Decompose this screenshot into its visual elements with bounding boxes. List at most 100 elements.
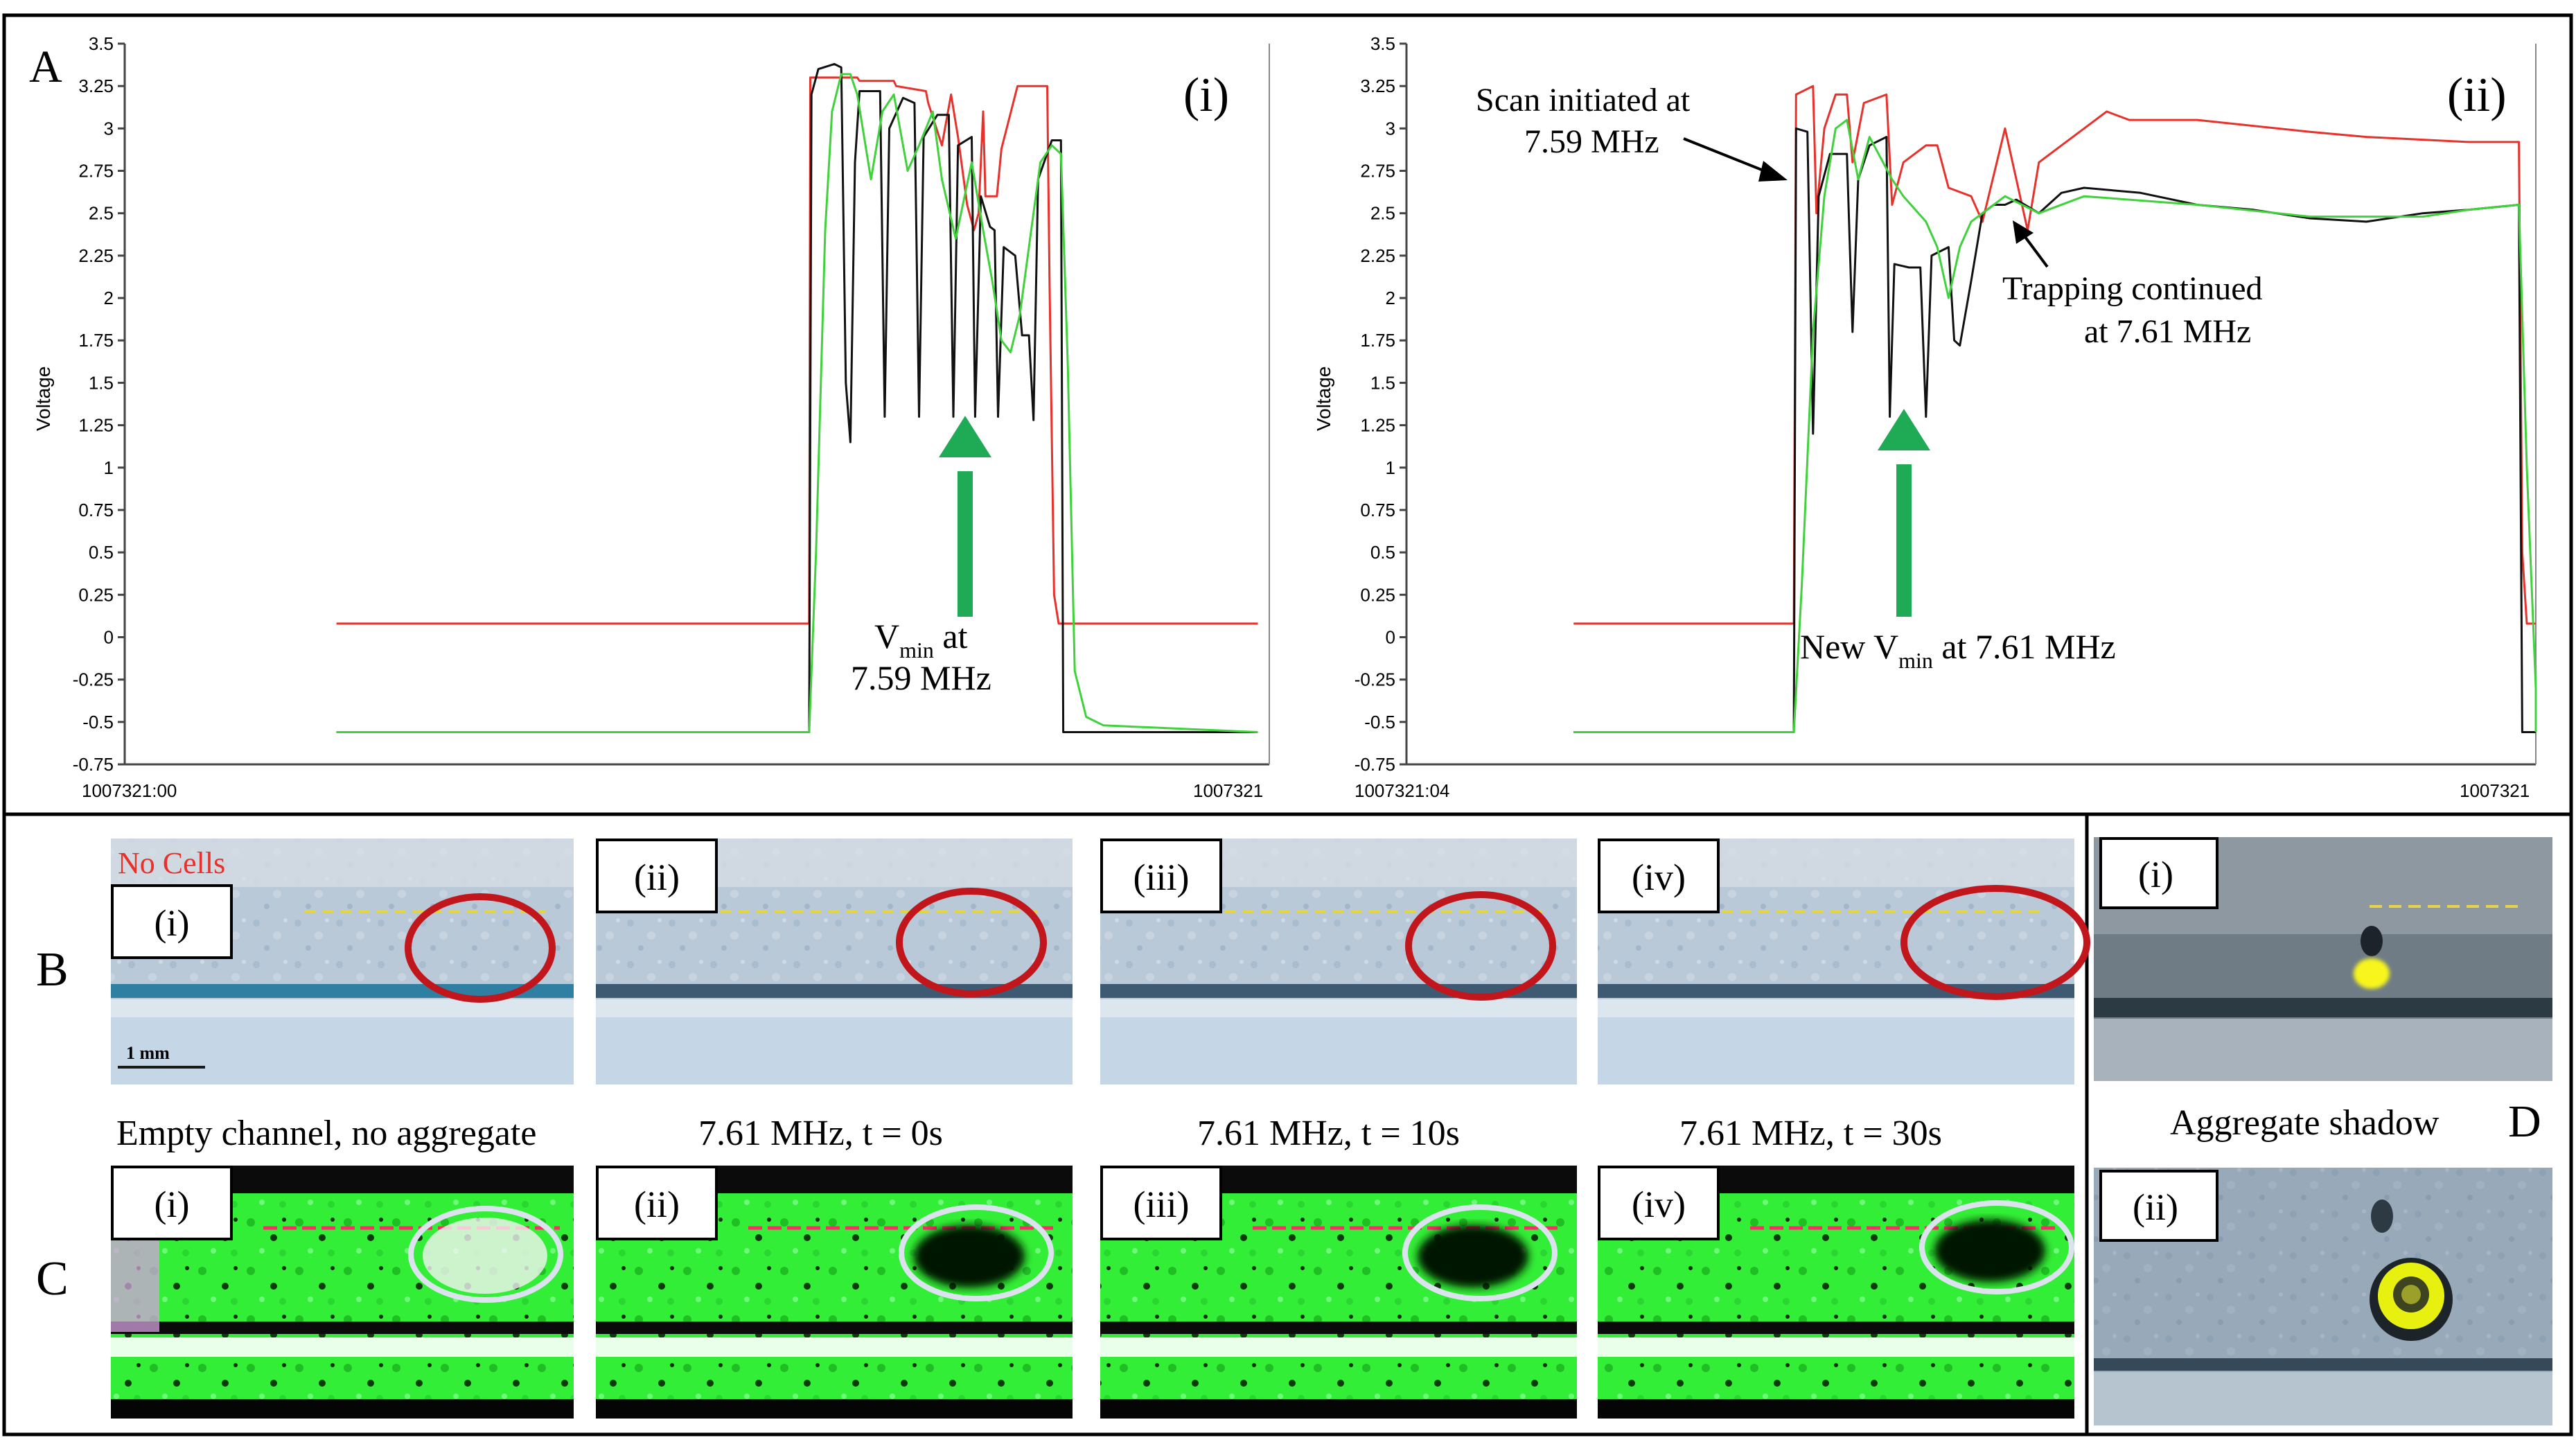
series-lines-i <box>336 62 1258 733</box>
series-line-green <box>1573 118 2537 733</box>
tag-c-i: (i) <box>155 1184 190 1225</box>
y-tick-label: 3 <box>104 118 114 139</box>
trap-circle-red <box>896 888 1047 997</box>
panel-a: A Voltage 3.5 3.25 3 2.75 2.5 2.25 2 1.75 1.5 1.2… <box>29 33 2537 801</box>
y-tick-label: 0.5 <box>89 542 114 563</box>
row-c-images: (i) (ii) (iii) (iv) <box>111 1166 2074 1419</box>
trap-note-line1: Trapping continued <box>2002 270 2263 307</box>
plot-a-i: Voltage 3.5 3.25 3 2.75 2.5 2.25 2 1.75 1.5 1.25 1… <box>33 33 1270 801</box>
series-line-red <box>336 76 1258 625</box>
y-tick-label: 0 <box>104 626 114 647</box>
y-tick-label: 2 <box>1386 288 1395 308</box>
image-c-iv: (iv) <box>1598 1166 2074 1419</box>
x-tick-start-i: 1007321:00 <box>82 780 177 801</box>
trap-circle-white <box>1402 1204 1558 1301</box>
y-tick-label: 2 <box>104 288 114 308</box>
y-tick-label: -0.5 <box>1364 712 1395 732</box>
tag-b-iv: (iv) <box>1632 857 1686 898</box>
no-cells-label: No Cells <box>118 846 225 880</box>
x-tick-end-i: 1007321 <box>1193 780 1263 801</box>
y-tick-label: 1 <box>104 457 114 478</box>
y-tick-label: 2.75 <box>1360 161 1395 182</box>
trap-circle-white <box>1919 1200 2074 1294</box>
trap-circle-white <box>899 1204 1054 1301</box>
panel-b: B (i) No Cells 1 mm (ii) (iii) (iv) Empty cha… <box>36 838 2090 1153</box>
image-b-ii: (ii) <box>596 838 1073 1085</box>
y-tick-label: 1.75 <box>1360 330 1395 351</box>
y-ticks-i: 3.5 3.25 3 2.75 2.5 2.25 2 1.75 1.5 1.25 1 0.75 0.5 0… <box>73 33 125 775</box>
series-line-green <box>336 73 1258 733</box>
y-tick-label: -0.25 <box>1355 669 1395 690</box>
y-tick-label: 0.75 <box>1360 500 1395 520</box>
figure-frame <box>2 13 2573 1437</box>
y-tick-label: 0.5 <box>1370 542 1395 563</box>
tag-box-c <box>111 1166 233 1240</box>
caption-b-ii: 7.61 MHz, t = 0s <box>698 1114 943 1153</box>
vmin-note-i-line2: 7.59 MHz <box>851 658 991 697</box>
series-line-red <box>1573 85 2536 625</box>
y-tick-label: 2.5 <box>89 203 114 224</box>
panel-c: C (i) (ii) (iii) (iv) <box>36 1166 2074 1419</box>
series-line-black <box>336 62 1258 733</box>
y-axis-label-ii: Voltage <box>1313 367 1334 431</box>
caption-b-i: Empty channel, no aggregate <box>116 1114 536 1153</box>
y-tick-label: -0.25 <box>73 669 114 690</box>
image-b-i: (i) No Cells 1 mm <box>111 838 574 1085</box>
y-tick-label: 0.25 <box>78 584 114 605</box>
caption-b-iii: 7.61 MHz, t = 10s <box>1197 1114 1460 1153</box>
trap-circle-white <box>408 1206 563 1303</box>
y-tick-label: 1.75 <box>78 330 114 351</box>
row-b-images: (i) No Cells 1 mm (ii) (iii) (iv) <box>111 838 2090 1085</box>
tag-d-i: (i) <box>2138 854 2173 895</box>
panel-c-letter: C <box>36 1252 69 1306</box>
y-tick-label: 3.25 <box>78 76 114 96</box>
y-tick-label: 3.5 <box>1370 33 1395 54</box>
trap-circle-red <box>1900 885 2090 1000</box>
y-tick-label: 0 <box>1386 626 1395 647</box>
tag-box-b <box>1598 838 1720 913</box>
trap-note-line2: at 7.61 MHz <box>2084 313 2251 350</box>
y-tick-label: 1.5 <box>1370 372 1395 393</box>
plot-a-ii: Voltage 3.5 3.25 3 2.75 2.5 2.25 2 1.75 1.5 1.25 1… <box>1313 33 2537 801</box>
y-tick-label: 1.25 <box>1360 415 1395 436</box>
tag-c-iii: (iii) <box>1133 1184 1190 1225</box>
scan-pointer-arrow <box>1683 137 1788 182</box>
vmin-note-ii: New Vmin at 7.61 MHz <box>1800 627 2116 673</box>
scan-note-line2: 7.59 MHz <box>1524 123 1659 160</box>
plot-tag-ii: (ii) <box>2447 69 2507 122</box>
image-b-iv: (iv) <box>1598 838 2090 1085</box>
tag-d-ii: (ii) <box>2133 1186 2178 1228</box>
panel-d: (i) Aggregate shadow D (ii) <box>2094 837 2552 1425</box>
tag-b-i: (i) <box>155 902 190 944</box>
y-tick-label: 3.5 <box>89 33 114 54</box>
panel-a-letter: A <box>29 42 62 92</box>
y-tick-label: -0.75 <box>1355 754 1395 775</box>
image-b-iii: (iii) <box>1100 838 1577 1085</box>
panel-b-letter: B <box>36 943 69 996</box>
y-ticks-ii: 3.5 3.25 3 2.75 2.5 2.25 2 1.75 1.5 1.25 1 0.75 0.5 0… <box>1355 33 1406 775</box>
tag-box-d-i <box>2099 837 2218 909</box>
tag-b-ii: (ii) <box>634 857 680 898</box>
y-tick-label: 1.5 <box>89 372 114 393</box>
y-tick-label: 2.25 <box>1360 245 1395 266</box>
plot-tag-i: (i) <box>1183 69 1229 122</box>
caption-d: Aggregate shadow <box>2170 1103 2440 1143</box>
tag-box-b <box>1100 838 1222 913</box>
y-tick-label: 1.25 <box>78 415 114 436</box>
y-tick-label: -0.75 <box>73 754 114 775</box>
y-tick-label: 2.5 <box>1370 203 1395 224</box>
image-c-iii: (iii) <box>1100 1166 1577 1419</box>
panel-d-letter: D <box>2508 1096 2541 1147</box>
y-axis-label-i: Voltage <box>33 367 54 431</box>
tag-box-b <box>596 838 718 913</box>
tag-c-iv: (iv) <box>1632 1184 1686 1225</box>
trap-pointer-arrow <box>2013 220 2049 268</box>
x-tick-start-ii: 1007321:04 <box>1355 780 1449 801</box>
image-d-ii: (ii) <box>2094 1168 2552 1425</box>
vmin-note-i-line1: Vmin at <box>874 617 968 662</box>
trap-circle-red <box>1405 891 1556 1001</box>
vmin-arrow-i <box>939 416 991 617</box>
image-c-ii: (ii) <box>596 1166 1073 1419</box>
y-tick-label: 2.75 <box>78 161 114 182</box>
